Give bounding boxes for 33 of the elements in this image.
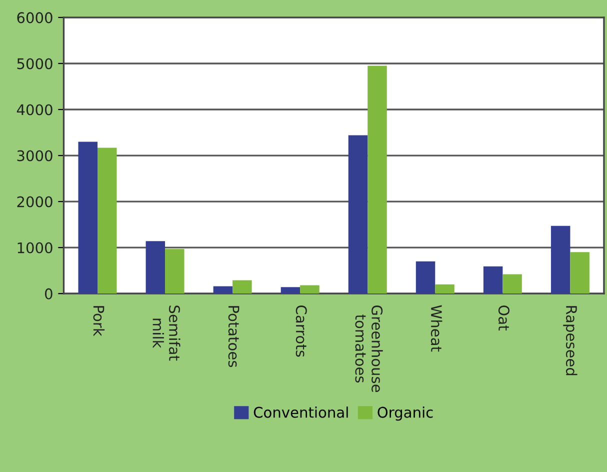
bar	[300, 285, 320, 294]
bar	[165, 248, 184, 294]
bar	[98, 148, 117, 294]
bar	[550, 226, 570, 294]
y-tick-label: 6000	[17, 12, 52, 24]
legend-label: Conventional	[254, 406, 348, 418]
legend-label: Organic	[378, 406, 433, 421]
x-tick-label: Potatoes	[228, 306, 240, 368]
bar	[348, 135, 368, 294]
bar	[232, 280, 252, 294]
x-tick-label: Greenhouse tomatoes	[355, 306, 383, 392]
bar	[416, 261, 436, 294]
bar	[213, 286, 233, 294]
y-tick-label: 5000	[17, 58, 52, 70]
x-tick-label: Pork	[93, 306, 105, 336]
bar	[280, 287, 300, 294]
x-tick-label: Wheat	[430, 305, 442, 352]
y-tick-label: 4000	[16, 104, 52, 116]
bar	[502, 274, 522, 294]
x-tick-label: Rapeseed	[563, 306, 578, 376]
y-tick-label: 2000	[17, 196, 52, 208]
bar	[570, 252, 590, 294]
bar	[435, 284, 454, 294]
y-tick-label: 0	[45, 288, 52, 300]
x-tick-label: Oat	[498, 306, 510, 330]
bar	[146, 241, 166, 294]
x-tick-label: Semifat milk	[152, 306, 180, 361]
bar	[368, 66, 387, 294]
y-tick-label: 3000	[17, 150, 52, 162]
bar	[483, 266, 503, 294]
x-tick-label: Carrots	[296, 306, 307, 357]
bar	[78, 142, 98, 294]
y-tick-label: 1000	[18, 242, 52, 254]
